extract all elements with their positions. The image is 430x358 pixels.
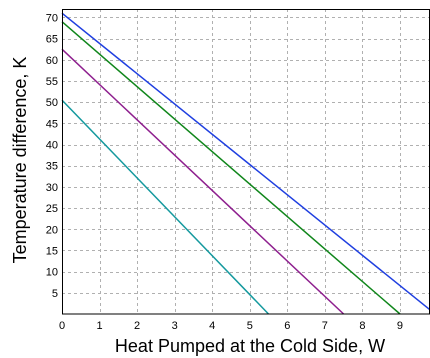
x-tick-label: 1 xyxy=(96,320,102,332)
y-tick-label: 50 xyxy=(46,97,58,109)
y-tick-labels: 5 10 15 20 25 30 35 40 45 50 55 60 65 70 xyxy=(46,12,58,299)
x-axis-label: Heat Pumped at the Cold Side, W xyxy=(115,336,385,356)
y-axis-label: Temperature difference, K xyxy=(10,57,30,264)
series-line xyxy=(61,21,401,315)
x-tick-label: 5 xyxy=(247,320,253,332)
x-tick-label: 4 xyxy=(209,320,215,332)
y-tick-label: 60 xyxy=(46,55,58,67)
y-tick-label: 25 xyxy=(46,203,58,215)
y-tick-label: 5 xyxy=(52,288,58,300)
x-tick-label: 8 xyxy=(359,320,365,332)
grid-layer xyxy=(62,9,430,314)
y-tick-label: 10 xyxy=(46,267,58,279)
series-line xyxy=(61,48,345,315)
y-tick-label: 45 xyxy=(46,118,58,130)
y-tick-label: 15 xyxy=(46,245,58,257)
y-tick-label: 70 xyxy=(46,12,58,24)
series-layer xyxy=(61,12,430,315)
y-tick-label: 40 xyxy=(46,140,58,152)
series-line xyxy=(61,12,430,311)
y-tick-label: 35 xyxy=(46,161,58,173)
x-tick-label: 6 xyxy=(284,320,290,332)
y-tick-label: 55 xyxy=(46,76,58,88)
x-tick-label: 0 xyxy=(59,320,65,332)
x-tick-label: 7 xyxy=(322,320,328,332)
x-tick-label: 2 xyxy=(134,320,140,332)
x-tick-labels: 0 1 2 3 4 5 6 7 8 9 xyxy=(59,320,403,332)
x-tick-label: 9 xyxy=(397,320,403,332)
series-line xyxy=(61,99,270,315)
y-tick-label: 30 xyxy=(46,182,58,194)
x-tick-label: 3 xyxy=(172,320,178,332)
y-tick-label: 65 xyxy=(46,34,58,46)
y-tick-label: 20 xyxy=(46,224,58,236)
